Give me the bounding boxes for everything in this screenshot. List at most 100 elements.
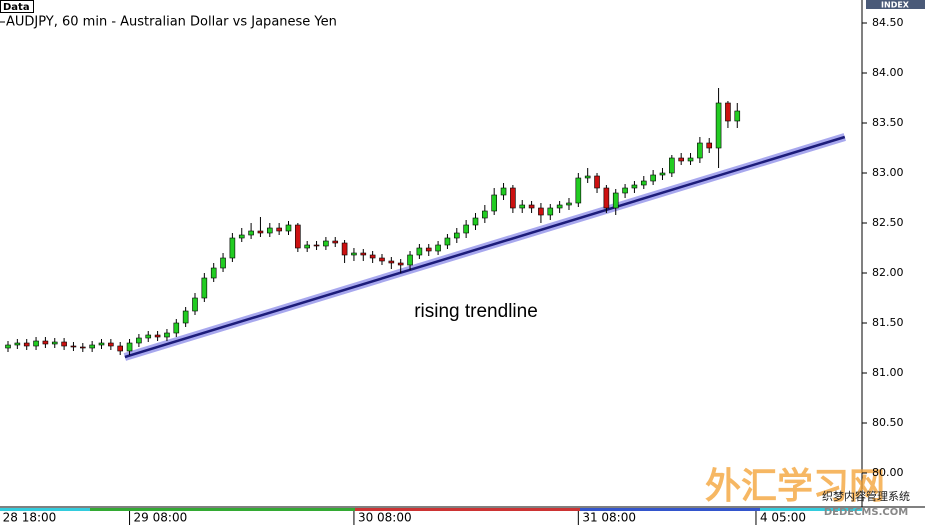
candle-body: [397, 262, 404, 266]
candle-body: [669, 157, 675, 174]
candle-body: [444, 237, 451, 246]
annotation: rising trendline: [414, 301, 538, 322]
candle-body: [640, 180, 647, 186]
candle-body: [725, 102, 731, 122]
candle-body: [463, 224, 469, 234]
y-tick-label: 84.50: [872, 16, 904, 29]
candle-body: [631, 184, 638, 189]
data-box: [0, 0, 34, 13]
watermark: DEDECMS.COM: [824, 507, 908, 518]
candle-body: [89, 344, 95, 349]
candle-body: [238, 234, 245, 239]
candle-body: [285, 224, 292, 232]
candle-body: [650, 174, 656, 182]
chart-title: AUDJPY, 60 min - Australian Dollar vs Ja…: [6, 15, 337, 30]
candle-body: [192, 297, 198, 312]
candle-body: [61, 341, 67, 347]
index-box: [866, 0, 925, 9]
candle-body: [164, 332, 170, 338]
y-tick-label: 81.50: [872, 316, 904, 329]
candle-body: [201, 277, 208, 299]
candle-body: [14, 342, 21, 346]
candle-body: [425, 247, 432, 252]
candle-body: [575, 177, 582, 204]
candle-body: [210, 267, 217, 279]
candle-body: [51, 341, 58, 345]
candle-body: [341, 242, 348, 256]
candle-body: [257, 230, 264, 234]
x-tick-label: 29 08:00: [134, 511, 188, 525]
candle-body: [500, 187, 507, 196]
session-strip: [580, 508, 760, 511]
candle-body: [351, 252, 357, 256]
candle-body: [313, 244, 320, 247]
candle-body: [678, 157, 684, 162]
x-tick-label: 4 05:00: [760, 511, 806, 525]
x-tick-label: 30 08:00: [358, 511, 412, 525]
session-strip: [355, 508, 580, 511]
candle-body: [510, 187, 516, 209]
candle-body: [416, 247, 423, 256]
candle-body: [491, 194, 497, 212]
candle-body: [126, 342, 133, 352]
candle-body: [304, 244, 310, 249]
candle-body: [547, 207, 554, 216]
watermark: 外汇学习网: [705, 465, 885, 507]
candle-body: [108, 342, 114, 347]
y-tick-label: 80.00: [872, 466, 904, 479]
candle-body: [173, 322, 180, 334]
y-tick-label: 83.50: [872, 116, 904, 129]
candle-body: [528, 204, 535, 209]
candle-body: [379, 257, 385, 262]
trendline: [124, 135, 846, 359]
y-tick-label: 83.00: [872, 166, 904, 179]
candle-body: [323, 240, 329, 247]
candle-body: [453, 232, 460, 239]
candle-body: [154, 334, 161, 338]
y-tick-label: 82.00: [872, 266, 904, 279]
candle-body: [220, 257, 226, 269]
data-label: Data: [3, 2, 30, 13]
candle-body: [584, 175, 591, 179]
candle-body: [706, 142, 713, 149]
candle-body: [566, 202, 572, 206]
candle-body: [266, 227, 273, 234]
candle-body: [182, 310, 189, 324]
candle-body: [407, 254, 413, 266]
candle-body: [472, 217, 479, 226]
candle-body: [136, 337, 142, 344]
candle-body: [594, 175, 600, 189]
candle-body: [659, 172, 666, 176]
candle-body: [697, 142, 703, 159]
candle-body: [229, 237, 236, 259]
y-tick-label: 80.50: [872, 416, 904, 429]
candle-body: [622, 187, 628, 194]
candle-body: [33, 340, 39, 347]
candle-body: [23, 342, 30, 347]
candle-body: [715, 102, 722, 149]
candle-body: [388, 260, 395, 264]
session-strip: [90, 508, 355, 511]
candle-body: [117, 345, 123, 352]
candle-body: [369, 254, 376, 259]
candle-body: [276, 227, 282, 232]
y-tick-label: 81.00: [872, 366, 904, 379]
candle-body: [332, 240, 339, 244]
candle-body: [248, 230, 254, 236]
candle-body: [612, 192, 619, 209]
candle-body: [295, 224, 301, 249]
candle-body: [435, 244, 441, 252]
x-tick-label: 31 08:00: [582, 511, 636, 525]
candle-body: [538, 207, 544, 216]
candle-body: [360, 252, 367, 256]
watermark: 织梦内容管理系统: [822, 489, 910, 503]
candle-body: [145, 334, 152, 339]
candle-body: [80, 346, 86, 349]
candle-body: [603, 187, 610, 209]
price-axis: [862, 0, 925, 505]
candle-body: [687, 157, 694, 162]
candle-body: [98, 342, 105, 346]
candle-body: [556, 204, 563, 209]
